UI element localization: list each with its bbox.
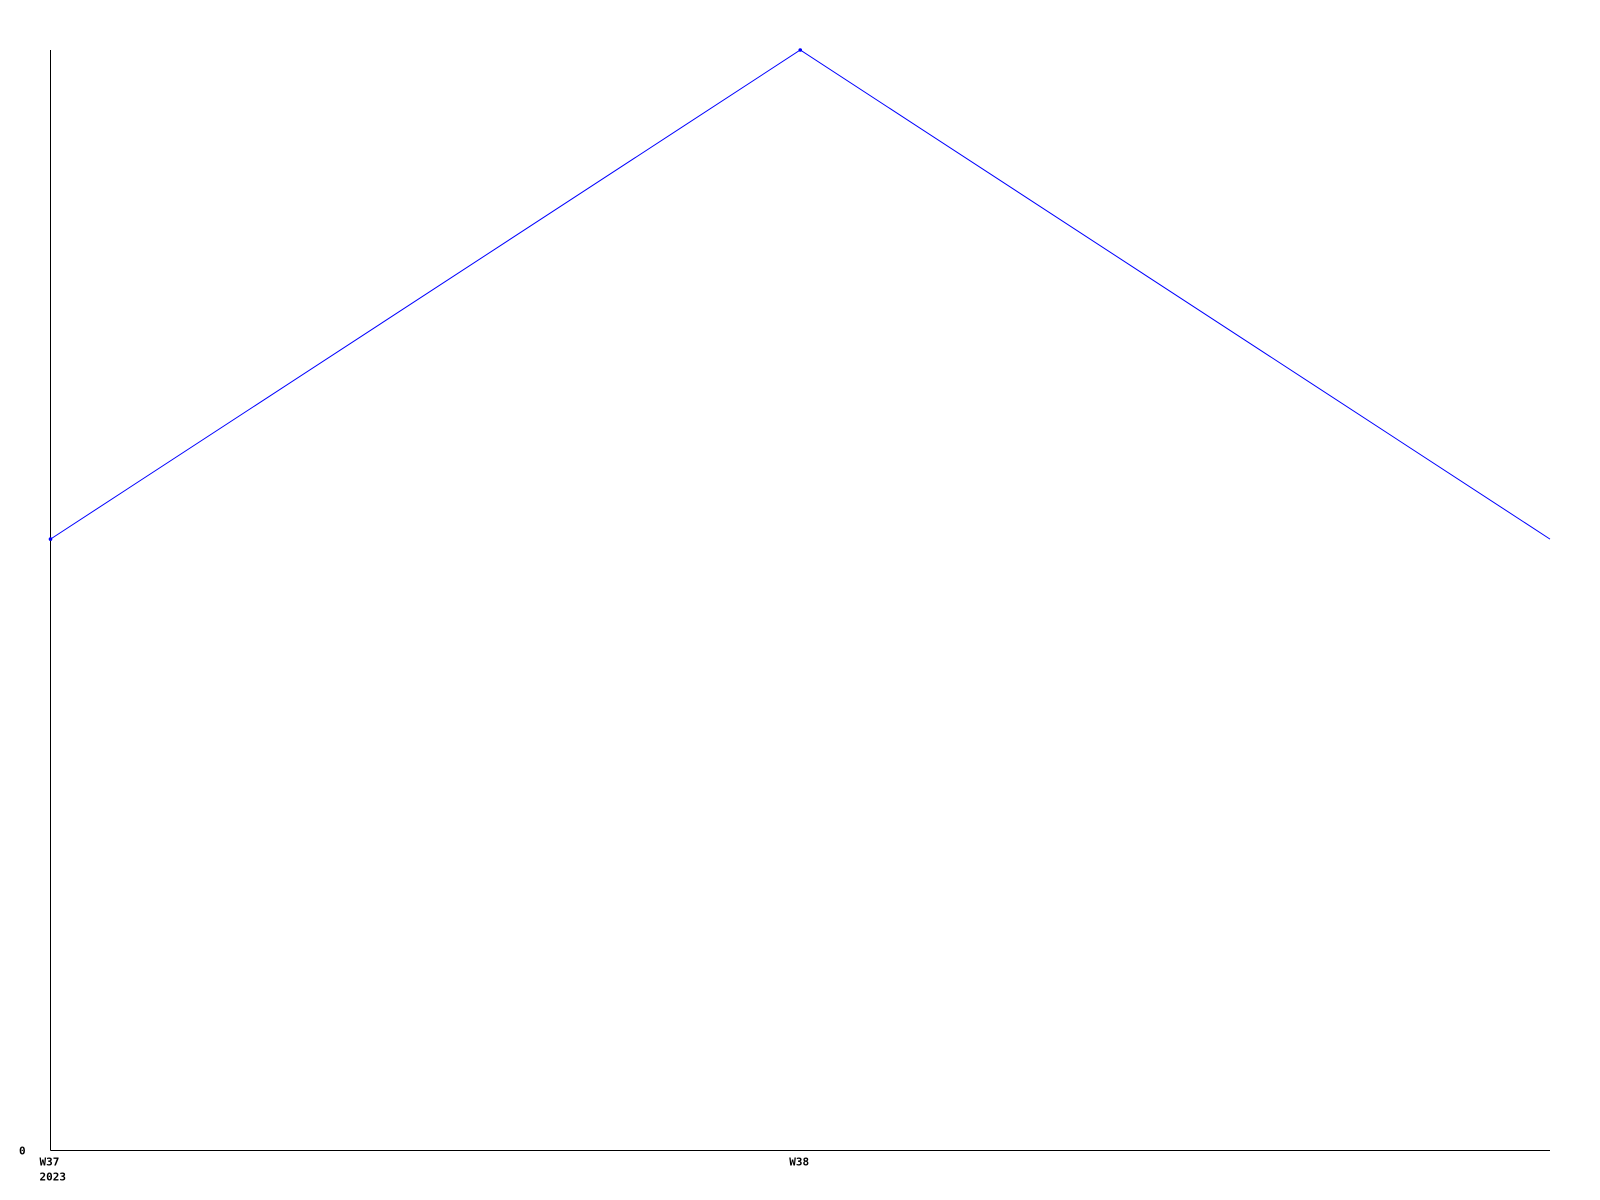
x-year-label: 2023 [40,1171,67,1184]
data-point-w37 [48,537,53,541]
series-line-0 [50,49,1551,540]
y-tick-label-0: 0 [19,1145,26,1158]
x-tick-label-w38: W38 [789,1156,809,1169]
x-tick-label-w37: W37 [40,1156,60,1169]
data-point-w38 [798,48,803,52]
